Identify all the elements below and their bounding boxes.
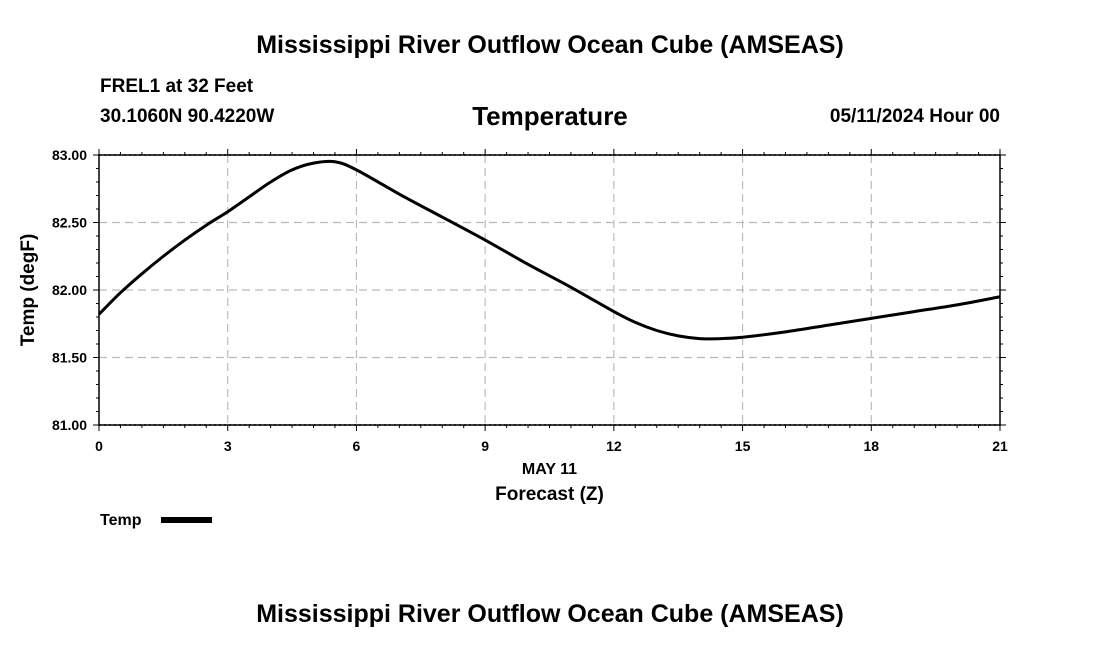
footer-title: Mississippi River Outflow Ocean Cube (AM…	[256, 600, 844, 628]
legend: Temp	[100, 512, 212, 529]
x-axis-label: Forecast (Z)	[495, 484, 604, 505]
x-tick-label: 12	[606, 438, 622, 454]
x-tick-label: 9	[481, 438, 489, 454]
forecast-datetime: 05/11/2024 Hour 00	[829, 106, 1000, 127]
series-line-temp	[97, 159, 1001, 341]
chart-title: Temperature	[472, 101, 628, 131]
x-tick-label: 0	[95, 438, 103, 454]
y-tick-label: 82.50	[52, 215, 87, 231]
x-tick-label: 6	[353, 438, 361, 454]
y-axis-label: Temp (degF)	[18, 234, 39, 347]
coordinates-label: 30.1060N 90.4220W	[100, 106, 275, 127]
legend-label: Temp	[100, 512, 142, 529]
y-tick-label: 81.50	[52, 350, 87, 366]
y-tick-label: 82.00	[52, 282, 87, 298]
grid-lines	[99, 154, 1000, 426]
page-title: Mississippi River Outflow Ocean Cube (AM…	[256, 31, 844, 59]
x-tick-label: 3	[224, 438, 232, 454]
x-axis-date-label: MAY 11	[522, 461, 577, 478]
x-tick-label: 18	[863, 438, 879, 454]
tick-labels: 0 3 6 9 12 15 18 21 81.00 81.50 82.00 82.50 83.00	[52, 147, 1008, 454]
x-tick-label: 15	[735, 438, 751, 454]
y-tick-label: 81.00	[52, 417, 87, 433]
plot-frame	[98, 154, 1001, 426]
y-tick-label: 83.00	[52, 147, 87, 163]
series-group	[97, 159, 1001, 341]
x-tick-label: 21	[992, 438, 1008, 454]
station-label: FREL1 at 32 Feet	[100, 76, 254, 97]
